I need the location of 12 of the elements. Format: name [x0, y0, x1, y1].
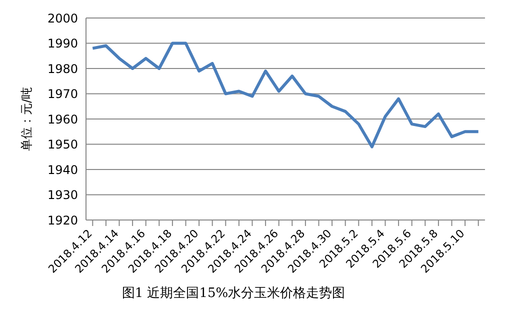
y-tick-label: 1990 — [47, 36, 78, 51]
y-tick-label: 1960 — [47, 112, 78, 126]
y-tick-label: 1940 — [47, 162, 78, 177]
y-tick-label: 2000 — [47, 11, 78, 26]
y-tick-label: 1950 — [47, 138, 78, 152]
y-tick-label: 1970 — [47, 87, 78, 102]
text: 图1 近期全国15%水分玉米价格走势图 — [120, 285, 346, 302]
y-tick-label: 1980 — [47, 62, 78, 76]
y-tick-label: 1920 — [47, 213, 78, 228]
line-series — [91, 42, 480, 148]
y-axis-title: 单位：元/吨 — [19, 86, 34, 152]
y-tick-label: 1930 — [47, 188, 78, 202]
